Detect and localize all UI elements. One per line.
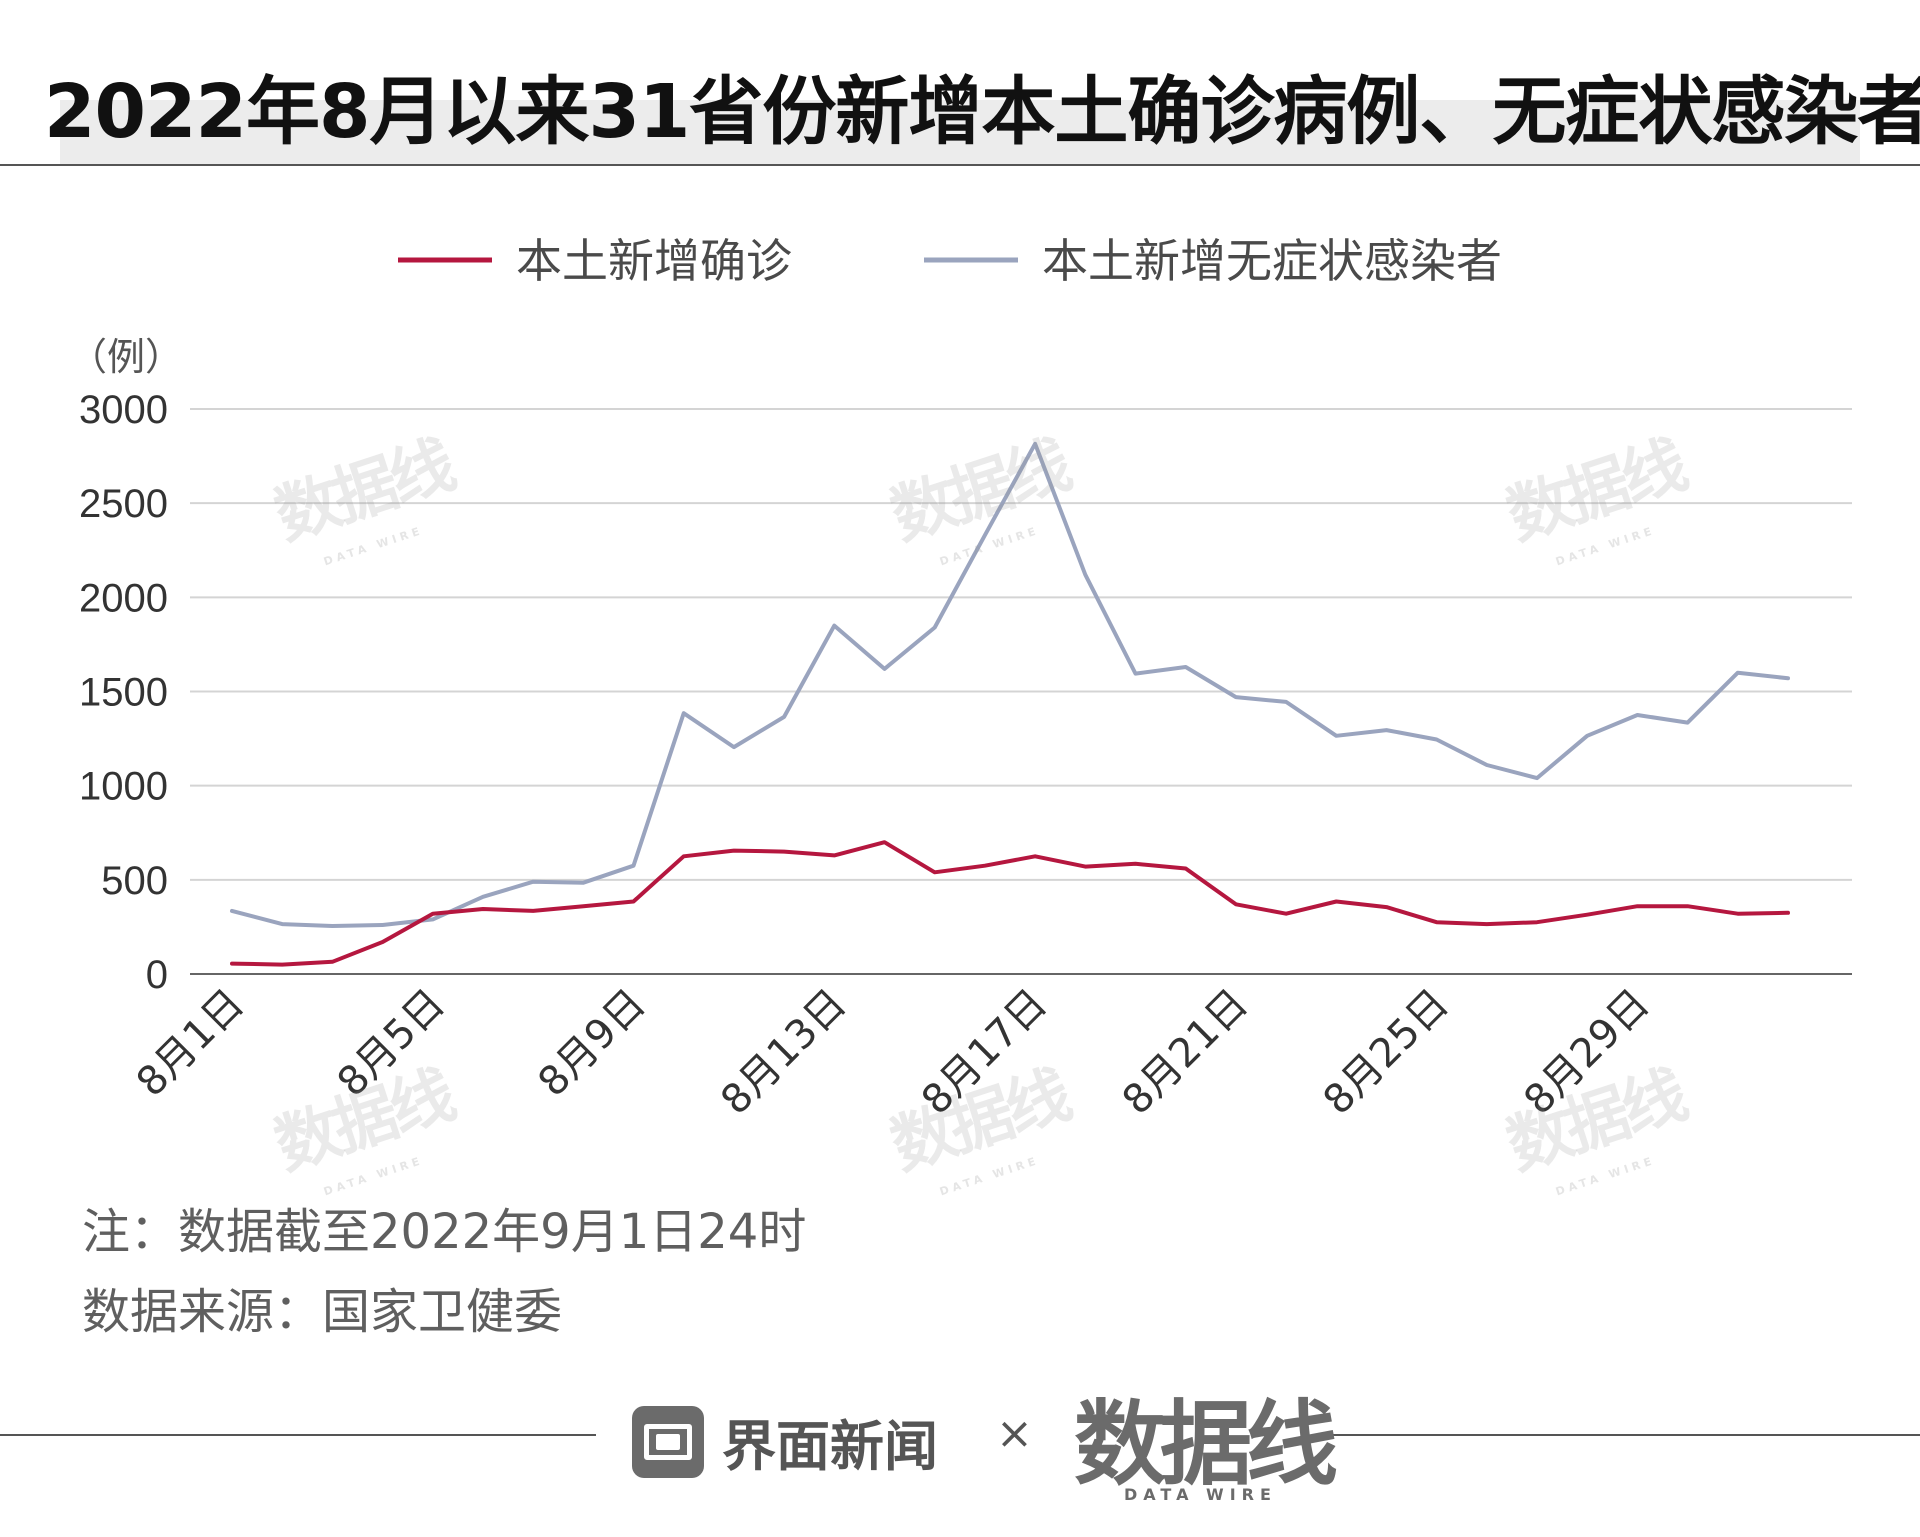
title-band bbox=[60, 100, 1860, 164]
datawire-logo-sub: DATA WIRE bbox=[1124, 1485, 1277, 1504]
x-tick-label-3: 8月13日 bbox=[712, 981, 855, 1124]
y-tick-label-1: 500 bbox=[101, 859, 168, 903]
line-chart: 本土新增确诊 本土新增无症状感染者 （例） 0 500 1000 1500 2000 2500 3… bbox=[69, 234, 1852, 1124]
brand-datawire: 数据线 DATA WIRE bbox=[1074, 1370, 1338, 1510]
page-title: 2022年8月以来31省份新增本土确诊病例、无症状感染者 bbox=[44, 69, 1920, 155]
datawire-logo-word: 数据线 bbox=[1074, 1391, 1338, 1498]
x-tick-label-2: 8月9日 bbox=[530, 981, 655, 1106]
y-unit-label: （例） bbox=[69, 335, 183, 379]
y-tick-label-2: 1000 bbox=[79, 765, 168, 809]
series-line-0 bbox=[230, 840, 1790, 967]
x-tick-label-5: 8月21日 bbox=[1114, 981, 1257, 1124]
y-tick-label-6: 3000 bbox=[79, 388, 168, 432]
title-rule bbox=[0, 164, 1920, 166]
series-line-1 bbox=[230, 441, 1790, 928]
y-tick-label-4: 2000 bbox=[79, 576, 168, 620]
note-cutoff: 注：数据截至2022年9月1日24时 bbox=[82, 1204, 807, 1260]
jiemian-logo-icon bbox=[632, 1405, 704, 1478]
brand-jiemian: 界面新闻 bbox=[632, 1402, 938, 1481]
y-tick-label-0: 0 bbox=[146, 953, 168, 997]
chart-legend: 本土新增确诊 本土新增无症状感染者 bbox=[398, 234, 1502, 288]
x-tick-label-6: 8月25日 bbox=[1315, 981, 1458, 1124]
y-tick-label-5: 2500 bbox=[79, 482, 168, 526]
y-tick-label-3: 1500 bbox=[79, 671, 168, 715]
note-source: 数据来源：国家卫健委 bbox=[82, 1284, 563, 1340]
notes: 注：数据截至2022年9月1日24时 数据来源：国家卫健委 bbox=[82, 1192, 806, 1352]
legend-label-1: 本土新增无症状感染者 bbox=[1042, 234, 1502, 288]
x-tick-label-7: 8月29日 bbox=[1515, 981, 1658, 1124]
footer-line-right bbox=[1322, 1434, 1920, 1436]
x-tick-label-1: 8月5日 bbox=[329, 981, 454, 1106]
footer-line-left bbox=[0, 1434, 596, 1436]
x-tick-label-4: 8月17日 bbox=[913, 981, 1056, 1124]
brand-jiemian-name: 界面新闻 bbox=[722, 1415, 938, 1478]
title-area: 2022年8月以来31省份新增本土确诊病例、无症状感染者 bbox=[0, 0, 1920, 168]
x-tick-label-0: 8月1日 bbox=[128, 981, 253, 1106]
legend-label-0: 本土新增确诊 bbox=[516, 234, 792, 288]
collab-times: × bbox=[996, 1408, 1033, 1459]
